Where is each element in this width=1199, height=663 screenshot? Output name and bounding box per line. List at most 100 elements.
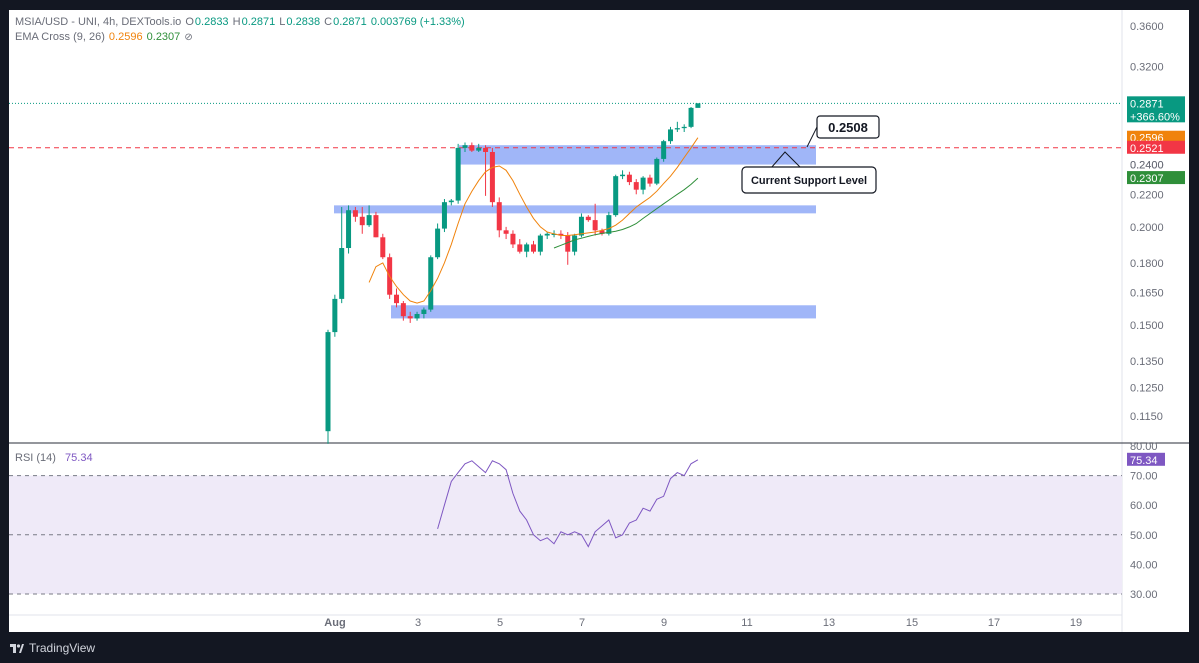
candle-body[interactable] bbox=[366, 215, 372, 226]
price-tick-label: 0.1650 bbox=[1130, 288, 1164, 300]
candle-body[interactable] bbox=[352, 210, 358, 217]
ema-fast-price-label-bg bbox=[1127, 130, 1185, 144]
rsi-tick-label: 70.00 bbox=[1130, 471, 1158, 483]
footer-bar: TradingView bbox=[0, 632, 1199, 663]
candle-body[interactable] bbox=[339, 248, 345, 299]
candle-body[interactable] bbox=[620, 174, 626, 177]
candle-body[interactable] bbox=[585, 216, 591, 221]
candle-body[interactable] bbox=[565, 235, 571, 252]
mid-price-tick: 0.2400 bbox=[1130, 160, 1164, 172]
upper-zone[interactable] bbox=[459, 145, 816, 165]
candle-body[interactable] bbox=[414, 313, 420, 319]
candle-body[interactable] bbox=[613, 176, 619, 216]
candle-body[interactable] bbox=[346, 210, 352, 249]
candle-body[interactable] bbox=[325, 332, 331, 432]
time-tick-label: 5 bbox=[497, 617, 503, 629]
candle-body[interactable] bbox=[592, 220, 598, 231]
candle-body[interactable] bbox=[517, 244, 523, 252]
rsi-value-label: 75.34 bbox=[1130, 455, 1158, 467]
price-tick-label: 0.1500 bbox=[1130, 320, 1164, 332]
candle-body[interactable] bbox=[531, 244, 536, 252]
time-tick-label: 3 bbox=[415, 617, 421, 629]
last-price-label: 0.2871 bbox=[1130, 98, 1164, 110]
candle-body[interactable] bbox=[661, 141, 667, 159]
candle-body[interactable] bbox=[674, 128, 680, 130]
chart-panel: 0.36000.32000.28000.24000.22000.20000.18… bbox=[9, 10, 1189, 632]
candle-body[interactable] bbox=[503, 230, 509, 234]
price-tick-label: 0.2400 bbox=[1130, 160, 1164, 172]
candle-body[interactable] bbox=[441, 202, 447, 229]
candle-body[interactable] bbox=[551, 233, 557, 235]
symbol-legend: MSIA/USD - UNI, 4h, DEXTools.io O0.2833 … bbox=[15, 16, 466, 28]
candle-body[interactable] bbox=[688, 107, 694, 127]
candle-body[interactable] bbox=[421, 309, 427, 314]
rsi-value-label-bg bbox=[1127, 452, 1165, 466]
candle-body[interactable] bbox=[380, 237, 386, 258]
time-tick-label: 13 bbox=[823, 617, 835, 629]
candle-body[interactable] bbox=[668, 129, 673, 142]
candle-body[interactable] bbox=[483, 147, 489, 152]
candle-body[interactable] bbox=[394, 294, 399, 304]
support-callout-box[interactable] bbox=[741, 166, 877, 194]
candle-body[interactable] bbox=[476, 147, 482, 151]
price-tick-label: 0.3600 bbox=[1130, 21, 1164, 33]
candle-body[interactable] bbox=[455, 147, 461, 201]
middle-zone[interactable] bbox=[334, 205, 816, 214]
candle-body[interactable] bbox=[647, 177, 653, 184]
chart-canvas[interactable]: 0.36000.32000.28000.24000.22000.20000.18… bbox=[9, 10, 1189, 632]
time-tick-label: Aug bbox=[324, 617, 345, 629]
candle-body[interactable] bbox=[462, 145, 468, 148]
candle-body[interactable] bbox=[633, 182, 639, 190]
candle-body[interactable] bbox=[332, 298, 338, 333]
price-tick-label: 0.2000 bbox=[1130, 222, 1164, 234]
candle-body[interactable] bbox=[524, 244, 530, 252]
hidden-eye-icon[interactable]: ⊘ bbox=[184, 32, 193, 43]
low-value: 0.2838 bbox=[286, 16, 321, 28]
support-callout-pointer bbox=[770, 151, 802, 169]
candle-body[interactable] bbox=[496, 202, 502, 231]
tradingview-brand[interactable]: TradingView bbox=[10, 641, 95, 655]
candle-body[interactable] bbox=[469, 145, 475, 151]
level-callout-pointer bbox=[806, 126, 818, 148]
candle-body[interactable] bbox=[606, 215, 612, 234]
ema-slow-line bbox=[553, 177, 699, 249]
brand-label: TradingView bbox=[29, 641, 96, 655]
candle-body[interactable] bbox=[654, 158, 660, 184]
candle-body[interactable] bbox=[435, 228, 441, 258]
candle-body[interactable] bbox=[489, 151, 495, 203]
close-value: 0.2871 bbox=[333, 16, 367, 28]
candle-body[interactable] bbox=[599, 230, 605, 234]
ema-slow-price-label-bg bbox=[1127, 171, 1185, 185]
price-tick-label: 0.3200 bbox=[1130, 61, 1164, 73]
candle-body[interactable] bbox=[544, 233, 550, 236]
level-callout-box[interactable] bbox=[816, 115, 880, 139]
support-price-label-bg bbox=[1127, 140, 1185, 154]
price-tick-label: 0.1150 bbox=[1130, 411, 1163, 423]
symbol-title: MSIA/USD - UNI, 4h, DEXTools.io bbox=[15, 16, 182, 28]
candle-body[interactable] bbox=[578, 216, 584, 236]
candle-body[interactable] bbox=[695, 103, 701, 108]
rsi-tick-label: 50.00 bbox=[1130, 530, 1158, 542]
candle-body[interactable] bbox=[400, 303, 406, 317]
candle-body[interactable] bbox=[448, 200, 454, 203]
lower-zone[interactable] bbox=[391, 305, 816, 319]
ema-slow-value: 0.2307 bbox=[146, 31, 181, 43]
time-tick-label: 9 bbox=[661, 617, 667, 629]
high-label: H bbox=[232, 16, 241, 28]
candle-body[interactable] bbox=[428, 257, 434, 310]
candle-body[interactable] bbox=[373, 215, 379, 238]
support-price-label: 0.2521 bbox=[1130, 143, 1164, 155]
candle-body[interactable] bbox=[537, 235, 543, 252]
candle-body[interactable] bbox=[407, 316, 413, 319]
candle-body[interactable] bbox=[359, 216, 365, 226]
candle-body[interactable] bbox=[572, 235, 578, 252]
ema-title: EMA Cross (9, 26) bbox=[15, 31, 105, 43]
candle-body[interactable] bbox=[640, 177, 646, 190]
candle-body[interactable] bbox=[558, 233, 564, 236]
candle-body[interactable] bbox=[626, 174, 632, 183]
candle-body[interactable] bbox=[681, 126, 687, 129]
price-tick-label: 0.1800 bbox=[1130, 258, 1164, 270]
time-tick-label: 11 bbox=[741, 617, 752, 629]
rsi-tick-label: 30.00 bbox=[1130, 589, 1158, 601]
candle-body[interactable] bbox=[510, 233, 516, 245]
